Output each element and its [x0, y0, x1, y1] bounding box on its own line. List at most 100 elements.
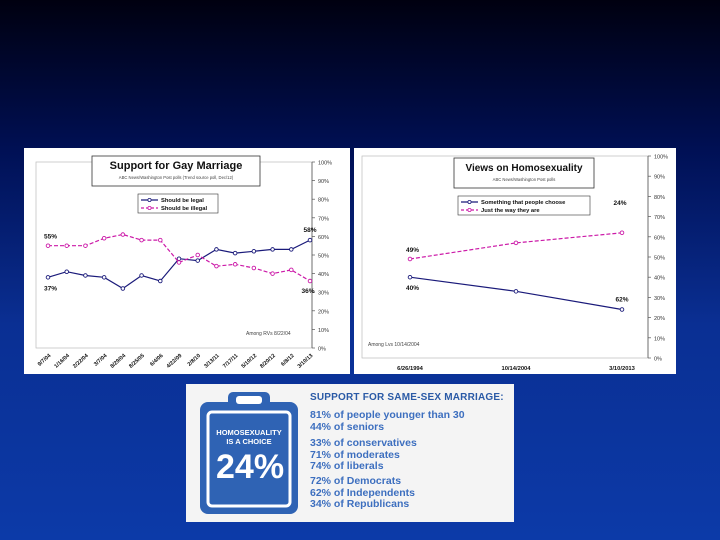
chart-subtitle: ABC News/Washington Post polls [493, 177, 556, 182]
data-point [619, 230, 625, 236]
y-tick-label: 70% [654, 215, 665, 221]
x-tick-label: 4/22/09 [166, 353, 184, 370]
data-point [139, 273, 144, 278]
x-tick-label: 6/8/12 [280, 353, 295, 368]
y-tick-label: 90% [318, 179, 329, 185]
legend-label: Just the way they are [481, 208, 540, 214]
chart-subtitle: ABC News/Washington Post polls (Trend so… [119, 175, 234, 180]
series-line-secondary [409, 232, 623, 260]
chart-title: Support for Gay Marriage [110, 160, 243, 172]
stat-line: 72% of Democrats [310, 475, 402, 487]
y-tick-label: 50% [654, 256, 665, 262]
data-label: 55% [44, 234, 57, 241]
stat-line: 74% of liberals [310, 460, 384, 472]
infographic-headline: SUPPORT FOR SAME-SEX MARRIAGE: [310, 392, 504, 403]
badge-label: HOMOSEXUALITY IS A CHOICE [216, 428, 282, 446]
data-point [214, 247, 219, 252]
chart-panel-homosexuality-views: 100% 90% 80% 70% 60% 50% 40% 30% 20% 10% 0% Views o… [354, 148, 676, 374]
chart-title: Views on Homosexuality [465, 163, 583, 174]
clipboard-icon [200, 392, 298, 514]
age-group-stats: 81% of people younger than 30 44% of sen… [310, 409, 465, 433]
data-point [307, 237, 313, 243]
data-point [513, 289, 519, 294]
data-label: 24% [613, 200, 626, 207]
data-point [64, 269, 69, 274]
y-tick-label: 100% [318, 161, 332, 167]
x-tick-label: 10/14/2004 [501, 366, 531, 372]
y-tick-label: 30% [318, 291, 329, 297]
chart-note: Among RVs 8/22/04 [246, 331, 291, 337]
legend-marker [467, 208, 472, 213]
data-point [158, 278, 163, 284]
same-sex-marriage-infographic: HOMOSEXUALITY IS A CHOICE 24% SUPPORT FO… [186, 384, 514, 522]
stat-line: 34% of Republicans [310, 498, 410, 510]
x-tick-label: 8/25/05 [128, 353, 146, 370]
data-point [83, 243, 88, 248]
y-tick-label: 20% [318, 309, 329, 315]
legend-label: Something that people choose [481, 200, 566, 206]
x-tick-label: 8/20/12 [259, 353, 277, 370]
legend-marker [147, 198, 152, 203]
ideology-group-stats: 33% of conservatives 71% of moderates 74… [310, 437, 417, 473]
x-tick-label: 5/10/12 [241, 353, 259, 370]
title-box [91, 155, 261, 187]
legend-box [457, 195, 591, 216]
data-point [158, 237, 163, 243]
data-label: 62% [615, 297, 628, 304]
chart-note: Among Lvs 10/14/2004 [368, 342, 420, 348]
data-label: 37% [44, 285, 57, 292]
x-tick-label: 3/7/04 [93, 352, 109, 367]
data-point [289, 247, 294, 252]
x-tick-label: 9/7/04 [37, 352, 53, 367]
y-tick-label: 40% [654, 276, 665, 282]
legend-label: Should be legal [161, 198, 204, 204]
data-point [307, 278, 313, 284]
data-label: 36% [301, 288, 314, 295]
legend-marker [467, 200, 472, 205]
x-tick-label: 6/4/06 [149, 353, 164, 368]
stat-line: 44% of seniors [310, 420, 385, 433]
y-tick-label: 80% [654, 195, 665, 201]
x-tick-label: 7/17/11 [222, 353, 239, 370]
data-point [407, 256, 413, 262]
x-tick-label: 3/10/13 [297, 353, 315, 370]
stat-line: 71% of moderates [310, 448, 400, 461]
y-tick-label: 60% [318, 235, 329, 241]
data-point [101, 275, 107, 280]
data-point [101, 236, 107, 241]
data-point [195, 258, 200, 263]
data-point [45, 275, 51, 280]
y-tick-label: 80% [318, 198, 329, 204]
data-point [83, 273, 88, 278]
y-tick-label: 30% [654, 296, 665, 302]
data-point [619, 307, 625, 312]
x-tick-label: 6/26/1994 [397, 366, 424, 372]
y-tick-label: 0% [654, 357, 662, 363]
data-label: 40% [406, 285, 419, 292]
y-tick-label: 60% [654, 235, 665, 241]
data-point [251, 265, 257, 271]
y-tick-label: 90% [654, 175, 665, 181]
legend-label: Should be illegal [161, 206, 207, 212]
x-tick-label: 3/10/2013 [609, 366, 636, 372]
data-point [176, 260, 182, 265]
x-tick-label: 3/13/11 [203, 353, 220, 370]
legend-marker [147, 206, 152, 211]
data-point [270, 271, 275, 276]
data-point [232, 262, 238, 267]
x-tick-label: 2/22/04 [72, 352, 90, 369]
y-tick-label: 20% [654, 316, 665, 322]
chart-panel-gay-marriage: 100% 90% 80% 70% 60% 50% 40% 30% 20% 10% 0% Support… [24, 148, 350, 374]
data-point [64, 243, 69, 248]
stat-line: 62% of Independents [310, 486, 416, 499]
stat-line: 81% of people younger than 30 [310, 409, 465, 421]
data-point [195, 252, 200, 258]
x-tick-label: 2/8/10 [187, 353, 202, 368]
data-point [139, 237, 144, 243]
data-point [407, 274, 413, 280]
views-homosexuality-chart: 100% 90% 80% 70% 60% 50% 40% 30% 20% 10% 0% Views o… [361, 155, 668, 372]
data-label: 58% [303, 227, 316, 234]
data-point [251, 249, 257, 254]
plot-area-border [35, 161, 313, 349]
data-point [289, 267, 294, 273]
